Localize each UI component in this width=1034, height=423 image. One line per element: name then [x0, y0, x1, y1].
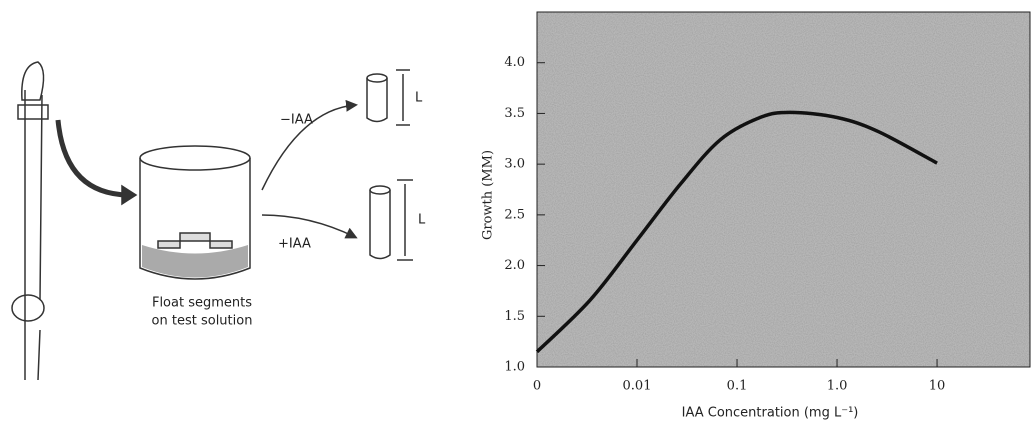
solution — [142, 245, 248, 278]
x-tick-label: 0.01 — [623, 379, 652, 394]
cylinder — [366, 78, 388, 123]
y-tick-label: 3.0 — [504, 157, 525, 172]
arrow — [261, 99, 358, 191]
stem — [24, 90, 43, 381]
plot-frame — [536, 11, 1031, 368]
segment-box — [17, 104, 49, 120]
arrow — [261, 214, 358, 239]
x-tick-label: 10 — [929, 379, 946, 394]
length-label: L — [418, 213, 426, 228]
arrow — [55, 119, 131, 198]
y-tick-label: 1.0 — [504, 360, 525, 375]
length-label: L — [415, 91, 423, 106]
cylinder-top — [369, 185, 391, 195]
y-tick-label: 4.0 — [504, 55, 525, 70]
cylinder — [369, 190, 391, 260]
y-tick-label: 1.5 — [504, 309, 525, 324]
x-axis-label: IAA Concentration (mg L⁻¹) — [682, 406, 859, 421]
piece — [157, 240, 181, 249]
measure — [396, 69, 413, 261]
caption: Float segments — [152, 296, 252, 311]
y-axis-label: Growth (MM) — [481, 150, 496, 240]
y-tick-label: 3.5 — [504, 106, 525, 121]
plus-label: +IAA — [278, 237, 311, 252]
y-tick-label: 2.0 — [504, 258, 525, 273]
piece — [209, 240, 233, 249]
cylinder-top — [366, 73, 388, 83]
x-tick-label: 0 — [533, 379, 541, 394]
beaker-top — [139, 145, 251, 171]
node — [11, 294, 45, 322]
arrow-head — [121, 184, 138, 206]
diagram — [11, 61, 413, 381]
x-tick-label: 0.1 — [727, 379, 748, 394]
piece — [179, 232, 211, 242]
x-tick-label: 1.0 — [827, 379, 848, 394]
minus-label: −IAA — [280, 113, 313, 128]
data-line — [535, 110, 938, 354]
caption: on test solution — [152, 314, 253, 329]
y-tick-label: 2.5 — [504, 207, 525, 222]
beaker — [139, 158, 251, 280]
plot-texture — [537, 12, 1030, 367]
bud — [21, 61, 45, 101]
